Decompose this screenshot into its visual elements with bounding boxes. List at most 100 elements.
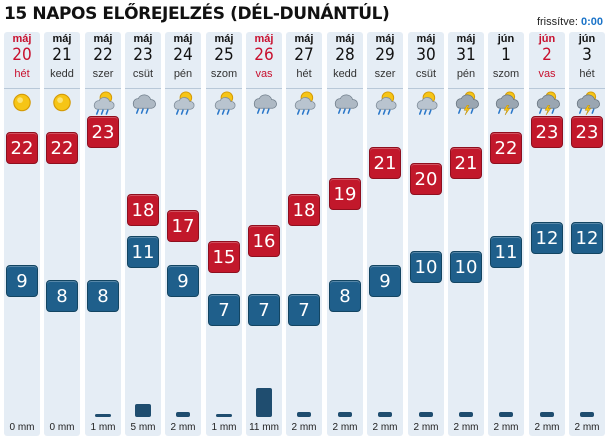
day-number: 22 <box>93 45 113 65</box>
weekday-label: kedd <box>50 68 74 80</box>
precip-label: 2 mm <box>574 422 600 433</box>
day-number: 26 <box>254 45 274 65</box>
day-header: máj 24 pén <box>165 32 201 89</box>
min-temp-badge: 9 <box>369 265 401 297</box>
min-temp-badge: 8 <box>329 280 361 312</box>
day-number: 23 <box>133 45 153 65</box>
day-number: 25 <box>214 45 234 65</box>
precip-bar <box>135 404 151 417</box>
min-temp-badge: 7 <box>248 294 280 326</box>
page-title: 15 NAPOS ELŐREJELZÉS (DÉL-DUNÁNTÚL) <box>4 4 390 24</box>
precip-label: 0 mm <box>9 422 35 433</box>
sun-icon <box>53 93 71 112</box>
rain-cloud-sun-icon <box>93 91 115 115</box>
day-number: 3 <box>582 45 592 65</box>
day-number: 20 <box>12 45 32 65</box>
min-temp-badge: 8 <box>87 280 119 312</box>
precip-bar <box>459 412 473 418</box>
rain-cloud-sun-icon <box>214 91 236 115</box>
max-temp-badge: 18 <box>127 194 159 226</box>
min-temp-badge: 10 <box>450 251 482 283</box>
precip-label: 5 mm <box>130 422 156 433</box>
precip-label: 2 mm <box>170 422 196 433</box>
max-temp-badge: 22 <box>6 132 38 164</box>
forecast-day-column: máj 28 kedd 19 8 2 mm <box>327 32 363 436</box>
weekday-label: kedd <box>333 68 357 80</box>
precip-label: 11 mm <box>249 422 279 433</box>
day-header: máj 26 vas <box>246 32 282 89</box>
thunderstorm-icon <box>495 91 519 116</box>
max-temp-badge: 22 <box>46 132 78 164</box>
max-temp-badge: 19 <box>329 178 361 210</box>
max-temp-badge: 23 <box>531 116 563 148</box>
min-temp-badge: 11 <box>490 236 522 268</box>
weekday-label: hét <box>14 68 30 80</box>
max-temp-badge: 20 <box>410 163 442 195</box>
max-temp-badge: 16 <box>248 225 280 257</box>
min-temp-badge: 12 <box>571 222 603 254</box>
precip-bar <box>419 412 433 418</box>
day-number: 1 <box>501 45 511 65</box>
precip-bar <box>580 412 594 418</box>
precip-label: 2 mm <box>332 422 358 433</box>
month-label: máj <box>52 33 72 45</box>
day-number: 28 <box>335 45 355 65</box>
day-number: 29 <box>375 45 395 65</box>
max-temp-badge: 23 <box>87 116 119 148</box>
month-label: máj <box>254 33 274 45</box>
rain-cloud-icon <box>253 94 277 114</box>
day-header: máj 22 szer <box>85 32 121 89</box>
month-label: jún <box>538 33 556 45</box>
weekday-label: hét <box>579 68 595 80</box>
min-temp-badge: 9 <box>6 265 38 297</box>
weekday-label: pén <box>173 68 193 80</box>
month-label: máj <box>294 33 314 45</box>
rain-cloud-sun-icon <box>294 91 316 115</box>
max-temp-badge: 21 <box>369 147 401 179</box>
forecast-day-column: máj 24 pén 17 9 2 mm <box>165 32 201 436</box>
weekday-label: vas <box>255 68 273 80</box>
precip-label: 2 mm <box>493 422 519 433</box>
forecast-day-column: máj 20 hét 22 9 0 mm <box>4 32 40 436</box>
day-header: jún 3 hét <box>569 32 605 89</box>
rain-cloud-sun-icon <box>173 91 195 115</box>
month-label: máj <box>12 33 32 45</box>
rain-cloud-sun-icon <box>375 91 397 115</box>
month-label: máj <box>214 33 234 45</box>
forecast-day-column: máj 30 csüt 20 10 2 mm <box>408 32 444 436</box>
day-header: máj 20 hét <box>4 32 40 89</box>
precip-bar <box>95 414 111 417</box>
precip-bar <box>256 388 272 417</box>
max-temp-badge: 15 <box>208 241 240 273</box>
precip-label: 1 mm <box>90 422 116 433</box>
precip-bar <box>216 414 232 417</box>
day-header: máj 23 csüt <box>125 32 161 89</box>
min-temp-badge: 9 <box>167 265 199 297</box>
weekday-label: szer <box>374 68 396 80</box>
forecast-day-column: máj 27 hét 18 7 2 mm <box>286 32 322 436</box>
precip-bar <box>499 412 513 418</box>
day-number: 24 <box>173 45 193 65</box>
forecast-day-column: máj 21 kedd 22 8 0 mm <box>44 32 80 436</box>
rain-cloud-icon <box>334 94 358 114</box>
precip-label: 2 mm <box>413 422 439 433</box>
update-info: frissítve: 0:00 <box>537 16 603 28</box>
month-label: máj <box>375 33 395 45</box>
rain-cloud-sun-icon <box>416 91 438 115</box>
precip-label: 2 mm <box>372 422 398 433</box>
weekday-label: szom <box>210 68 238 80</box>
forecast-day-column: jún 3 hét 23 12 2 mm <box>569 32 605 436</box>
weekday-label: pén <box>456 68 476 80</box>
month-label: máj <box>93 33 113 45</box>
forecast-day-column: máj 26 vas 16 7 11 mm <box>246 32 282 436</box>
thunderstorm-icon <box>576 91 600 116</box>
day-number: 2 <box>542 45 552 65</box>
forecast-day-column: máj 23 csüt 18 11 5 mm <box>125 32 161 436</box>
month-label: máj <box>456 33 476 45</box>
min-temp-badge: 7 <box>288 294 320 326</box>
precip-bar <box>297 412 311 418</box>
sun-icon <box>13 93 31 112</box>
day-number: 31 <box>456 45 476 65</box>
forecast-day-column: máj 25 szom 15 7 1 mm <box>206 32 242 436</box>
precip-label: 0 mm <box>49 422 75 433</box>
